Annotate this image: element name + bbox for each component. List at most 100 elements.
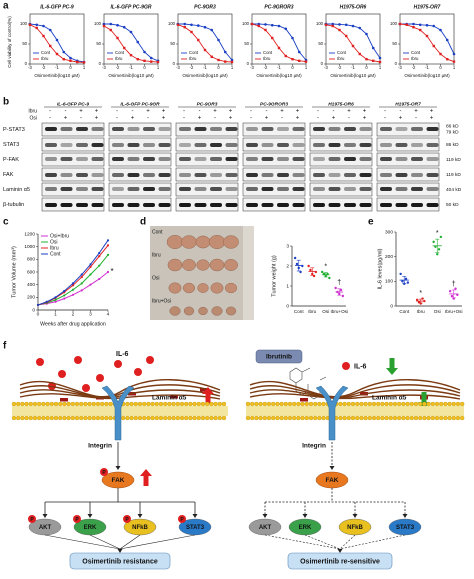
blot-frame xyxy=(309,182,373,197)
lipid-head xyxy=(455,401,461,407)
plot-frame xyxy=(399,13,455,65)
blot-band xyxy=(395,143,408,147)
y-tick-label: 600 xyxy=(27,269,35,275)
point xyxy=(418,23,422,27)
phospho-mark xyxy=(178,515,186,523)
tumor xyxy=(196,259,210,271)
point xyxy=(445,38,449,42)
lipid-head xyxy=(45,401,50,407)
sign: - xyxy=(199,109,201,115)
point xyxy=(264,23,267,26)
x-axis-label: Osimertinib(log10 μM) xyxy=(34,73,80,78)
point xyxy=(421,297,424,300)
panel-letter: c xyxy=(3,217,9,228)
point xyxy=(437,248,441,251)
lipid-head xyxy=(175,401,180,407)
blot-band xyxy=(344,127,356,131)
lipid-head xyxy=(91,415,96,421)
laminin-chain xyxy=(60,398,68,402)
blot-frame xyxy=(242,197,306,212)
point xyxy=(129,30,133,34)
lipid-head xyxy=(279,401,284,407)
lipid-head xyxy=(53,401,59,407)
lipid-head xyxy=(371,415,377,421)
sign: + xyxy=(95,116,99,122)
outcome-label: Osimertinib re-sensitive xyxy=(300,558,380,565)
lipid-head xyxy=(66,401,71,407)
x-tick-label: 0 xyxy=(439,65,442,70)
phospho-label: P xyxy=(180,517,184,523)
x-tick-label: 2 xyxy=(72,312,75,318)
y-tick-label: 50 xyxy=(22,41,27,46)
arrow-head xyxy=(337,549,343,553)
pathway-label: NFkB xyxy=(347,525,363,531)
pathway-label: STAT3 xyxy=(186,525,205,531)
blot-frame xyxy=(108,137,172,152)
blot-band xyxy=(45,143,57,147)
lipid-head xyxy=(205,401,210,407)
lipid-head xyxy=(250,401,255,407)
y-tick-label: 100 xyxy=(385,279,393,285)
point xyxy=(250,22,254,26)
lipid-head xyxy=(443,415,448,421)
blot-frame xyxy=(41,137,105,152)
point xyxy=(149,56,153,60)
photo-row-label: Ibru+Osi xyxy=(152,298,171,304)
lipid-head xyxy=(87,415,92,421)
il6-molecule xyxy=(82,384,90,392)
plot-frame xyxy=(177,13,233,65)
y-tick-label: 0 xyxy=(395,61,398,66)
blot-band xyxy=(344,187,356,191)
point xyxy=(298,59,301,62)
blot-band xyxy=(344,143,356,147)
y-tick-label: 100 xyxy=(390,21,398,26)
lipid-head xyxy=(397,401,402,407)
lipid-head xyxy=(20,415,25,421)
blot-band xyxy=(395,173,408,177)
point xyxy=(63,294,66,297)
point xyxy=(406,281,410,284)
lipid-head xyxy=(258,415,263,421)
blot-band xyxy=(246,203,258,207)
blot-band xyxy=(112,157,124,161)
blot-band xyxy=(313,157,325,161)
panel-letter: e xyxy=(368,217,374,228)
blot-frame xyxy=(309,152,373,167)
membrane-core xyxy=(246,406,464,416)
protein-label: Laminin α5 xyxy=(3,187,30,193)
point xyxy=(54,298,57,301)
point xyxy=(401,280,404,283)
legend-label: Ibru xyxy=(115,56,123,61)
outcome-box xyxy=(69,552,171,570)
cell-line: PC-9GROR3 xyxy=(260,101,288,107)
sign: - xyxy=(384,116,386,122)
blot-band xyxy=(344,203,356,207)
point xyxy=(102,24,106,28)
x-axis-label: Osimertinib(log10 μM) xyxy=(182,73,228,78)
blot-band xyxy=(395,187,408,191)
lipid-head xyxy=(367,415,372,421)
blot-band xyxy=(395,157,408,161)
point xyxy=(446,58,449,61)
point xyxy=(89,263,92,266)
x-tick-label: 1 xyxy=(305,65,308,70)
x-tick-label: -2 xyxy=(412,65,416,70)
blot-band xyxy=(210,157,222,161)
lipid-head xyxy=(150,415,155,421)
lipid-head xyxy=(146,401,151,407)
point xyxy=(150,60,153,63)
lipid-head xyxy=(24,415,29,421)
y-tick-label: 100 xyxy=(168,21,176,26)
blot-band xyxy=(179,187,191,191)
blot-frame xyxy=(242,167,306,182)
point xyxy=(203,25,207,29)
blot-band xyxy=(45,173,57,177)
phospho-label: P xyxy=(125,517,129,523)
lipid-head xyxy=(422,415,427,421)
lipid-head xyxy=(405,415,410,421)
point xyxy=(54,296,57,299)
y-tick-label: 800 xyxy=(27,257,35,263)
lipid-head xyxy=(142,415,147,421)
x-tick-label: -3 xyxy=(250,65,254,70)
blot-band xyxy=(127,173,140,177)
